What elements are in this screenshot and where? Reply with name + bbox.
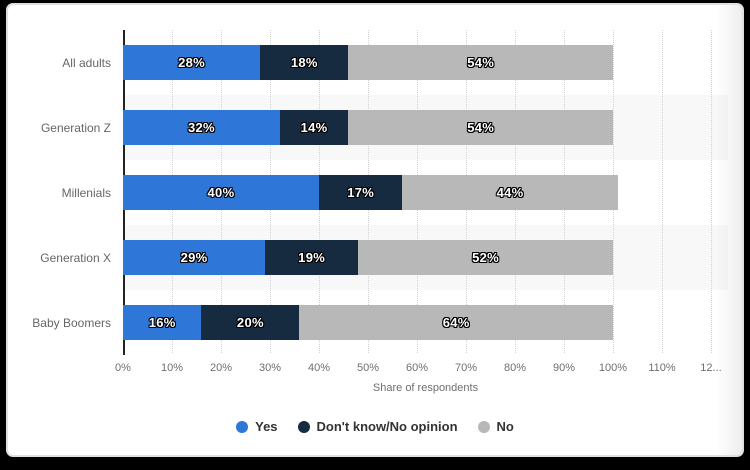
bar-value-label: 16% bbox=[148, 315, 176, 330]
x-tick-label: 12... bbox=[700, 362, 722, 374]
x-tick-label: 80% bbox=[503, 362, 527, 374]
bar-segment-don-t-know-no-opinion[interactable]: 20% bbox=[201, 305, 300, 340]
x-tick-label: 20% bbox=[209, 362, 233, 374]
x-tick-label: 110% bbox=[648, 362, 676, 374]
bar-segment-no[interactable]: 54% bbox=[348, 45, 613, 80]
legend-marker-icon bbox=[236, 420, 249, 433]
legend-item-yes[interactable]: Yes bbox=[236, 419, 278, 434]
category-label-all-adults: All adults bbox=[62, 55, 111, 70]
category-label-generation-z: Generation Z bbox=[40, 120, 111, 135]
x-tick-label: 90% bbox=[552, 362, 576, 374]
bar-segment-no[interactable]: 44% bbox=[402, 175, 618, 210]
bar-value-label: 28% bbox=[178, 55, 206, 70]
bar-value-label: 40% bbox=[207, 185, 235, 200]
bar-value-label: 54% bbox=[467, 55, 495, 70]
bar-value-label: 64% bbox=[442, 315, 470, 330]
legend-label: Yes bbox=[255, 419, 278, 434]
bar-segment-don-t-know-no-opinion[interactable]: 18% bbox=[260, 45, 349, 80]
x-tick-label: 70% bbox=[454, 362, 478, 374]
bar-row: 16% 20% 64% bbox=[123, 305, 613, 340]
bar-segment-don-t-know-no-opinion[interactable]: 14% bbox=[279, 110, 349, 145]
chart-card: 28% 18% 54% 32% 14% 54% 40% 17% 44% 29% 19% 52% 16% 2… bbox=[8, 5, 742, 455]
bar-segment-yes[interactable]: 16% bbox=[123, 305, 202, 340]
bar-value-label: 19% bbox=[298, 250, 326, 265]
bar-segment-don-t-know-no-opinion[interactable]: 17% bbox=[319, 175, 403, 210]
legend-label: No bbox=[496, 419, 514, 434]
category-label-generation-x: Generation X bbox=[40, 250, 111, 265]
bar-value-label: 14% bbox=[300, 120, 328, 135]
bar-row: 32% 14% 54% bbox=[123, 110, 613, 145]
bar-value-label: 20% bbox=[236, 315, 264, 330]
bar-value-label: 44% bbox=[496, 185, 524, 200]
x-axis-title: Share of respondents bbox=[372, 382, 479, 394]
bar-segment-no[interactable]: 52% bbox=[358, 240, 613, 275]
bar-segment-yes[interactable]: 29% bbox=[123, 240, 266, 275]
bar-segment-don-t-know-no-opinion[interactable]: 19% bbox=[265, 240, 359, 275]
x-axis: 0% 10% 20% 30% 40% 50% 60% 70% 80% 90% 100% 110% 12.… bbox=[115, 362, 743, 376]
bar-value-label: 52% bbox=[472, 250, 500, 265]
gridline bbox=[662, 30, 663, 353]
bar-row: 28% 18% 54% bbox=[123, 45, 613, 80]
bar-value-label: 32% bbox=[187, 120, 215, 135]
x-tick-label: 40% bbox=[307, 362, 331, 374]
legend-item-don-t-know-no-opinion[interactable]: Don't know/No opinion bbox=[297, 419, 458, 434]
bar-segment-yes[interactable]: 40% bbox=[123, 175, 319, 210]
gridline bbox=[711, 30, 712, 353]
legend-marker-icon bbox=[297, 420, 310, 433]
x-tick-label: 50% bbox=[356, 362, 380, 374]
x-tick-label: 0% bbox=[115, 362, 131, 374]
legend-label: Don't know/No opinion bbox=[316, 419, 458, 434]
bar-segment-yes[interactable]: 28% bbox=[123, 45, 261, 80]
legend-marker-icon bbox=[477, 420, 490, 433]
category-label-millenials: Millenials bbox=[61, 185, 111, 200]
bar-value-label: 18% bbox=[290, 55, 318, 70]
bar-segment-no[interactable]: 64% bbox=[299, 305, 613, 340]
category-label-baby-boomers: Baby Boomers bbox=[32, 315, 111, 330]
category-axis: All adults Generation Z Millenials Generati… bbox=[8, 30, 111, 355]
plot-area: 28% 18% 54% 32% 14% 54% 40% 17% 44% 29% 19% 52% 16% 2… bbox=[123, 30, 728, 355]
bar-segment-no[interactable]: 54% bbox=[348, 110, 613, 145]
x-tick-label: 30% bbox=[258, 362, 282, 374]
legend-item-no[interactable]: No bbox=[477, 419, 514, 434]
bar-value-label: 17% bbox=[347, 185, 375, 200]
x-tick-label: 100% bbox=[598, 362, 628, 374]
x-tick-label: 10% bbox=[160, 362, 184, 374]
x-tick-label: 60% bbox=[405, 362, 429, 374]
bar-value-label: 29% bbox=[180, 250, 208, 265]
bar-row: 29% 19% 52% bbox=[123, 240, 613, 275]
legend: Yes Don't know/No opinion No bbox=[8, 419, 742, 434]
bar-value-label: 54% bbox=[467, 120, 495, 135]
bar-row: 40% 17% 44% bbox=[123, 175, 618, 210]
bar-segment-yes[interactable]: 32% bbox=[123, 110, 280, 145]
